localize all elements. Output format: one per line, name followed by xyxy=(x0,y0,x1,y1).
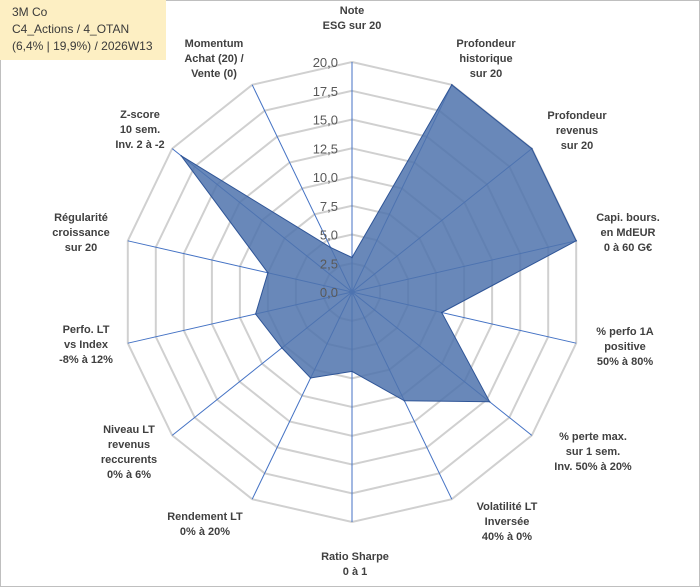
axis-label-line: reccurents xyxy=(101,454,157,466)
axis-label-line: Vente (0) xyxy=(191,68,237,80)
axis-label: Niveau LT revenus reccurents 0% à 6% xyxy=(101,424,157,481)
axis-label-line: 0 à 1 xyxy=(343,566,367,578)
axis-label-line: Momentum xyxy=(185,38,244,50)
data-point xyxy=(440,311,443,314)
axis-label-line: Régularité xyxy=(54,212,108,224)
axis-label: Volatilité LT Inversée 40% à 0% xyxy=(477,501,538,543)
axis-label-line: Note xyxy=(340,5,364,17)
tick-label: 15,0 xyxy=(313,113,338,128)
axis-label: Rendement LT 0% à 20% xyxy=(167,511,243,538)
axis-label: Note ESG sur 20 xyxy=(323,5,382,32)
tick-label: 0,0 xyxy=(320,285,338,300)
axis-label-line: % perte max. xyxy=(559,431,627,443)
axis-label-line: Perfo. LT xyxy=(63,324,110,336)
tick-label: 2,5 xyxy=(320,256,338,271)
axis-label-line: en MdEUR xyxy=(601,227,656,239)
axis-label-line: Niveau LT xyxy=(103,424,155,436)
axis-label: Perfo. LT vs Index -8% à 12% xyxy=(59,324,113,366)
axis-label-line: positive xyxy=(604,341,646,353)
axis-label-line: vs Index xyxy=(64,339,109,351)
axis-label-line: sur 20 xyxy=(561,140,593,152)
axis-label-line: historique xyxy=(459,53,512,65)
info-company: 3M Co xyxy=(12,5,48,19)
axis-label: % perte max. sur 1 sem. Inv. 50% à 20% xyxy=(554,431,632,473)
axis-label: Régularité croissance sur 20 xyxy=(52,212,109,254)
tick-label: 5,0 xyxy=(320,228,338,243)
axis-label-line: 0 à 60 G€ xyxy=(604,242,652,254)
data-point xyxy=(281,347,283,349)
axis-label: Z-score 10 sem. Inv. 2 à -2 xyxy=(115,109,164,151)
tick-label: 7,5 xyxy=(320,199,338,214)
axis-label-line: Inv. 2 à -2 xyxy=(115,139,164,151)
axis-label: % perfo 1A positive 50% à 80% xyxy=(596,326,654,368)
axis-label-line: ESG sur 20 xyxy=(323,20,382,32)
axis-label-line: 50% à 80% xyxy=(597,356,653,368)
axis-label-line: Profondeur xyxy=(547,110,607,122)
axis-label-line: Achat (20) / xyxy=(184,53,243,65)
axis-label-line: Volatilité LT xyxy=(477,501,538,513)
axis-label-line: 0% à 20% xyxy=(180,526,230,538)
data-point xyxy=(451,84,453,86)
data-point xyxy=(309,377,312,379)
data-point xyxy=(267,272,269,274)
tick-label: 12,5 xyxy=(313,141,338,156)
data-point xyxy=(575,240,577,242)
axis-label-line: croissance xyxy=(52,227,109,239)
axis-label-line: Profondeur xyxy=(456,38,516,50)
axis-label-line: 10 sem. xyxy=(120,124,160,136)
data-point xyxy=(180,155,182,157)
axis-label-line: revenus xyxy=(556,125,598,137)
axis-label-line: sur 1 sem. xyxy=(566,446,620,458)
axis-label: Profondeur revenus sur 20 xyxy=(547,110,607,152)
axis-label-line: Rendement LT xyxy=(167,511,243,523)
data-point xyxy=(351,370,353,373)
series-area xyxy=(180,84,577,403)
axis-label: Profondeur historique sur 20 xyxy=(456,38,516,80)
axis-label-line: 40% à 0% xyxy=(482,531,532,543)
data-point xyxy=(254,313,257,315)
data-point xyxy=(488,400,491,403)
axis-label: Momentum Achat (20) / Vente (0) xyxy=(184,38,243,80)
tick-label: 20,0 xyxy=(313,55,338,70)
axis-label: Ratio Sharpe 0 à 1 xyxy=(321,551,389,578)
tick-labels: 0,0 2,5 5,0 7,5 10,0 12,5 15,0 17,5 20,0 xyxy=(313,55,338,300)
data-point xyxy=(403,400,406,402)
tick-label: 10,0 xyxy=(313,170,338,185)
data-point xyxy=(329,246,332,249)
series-layer xyxy=(180,84,577,403)
info-period: (6,4% | 19,9%) / 2026W13 xyxy=(12,39,153,53)
axis-label-line: sur 20 xyxy=(65,242,97,254)
axis-labels: Note ESG sur 20 Profondeur historique sur 20… xyxy=(52,5,660,578)
axis-label-line: Capi. bours. xyxy=(596,212,660,224)
axis-label-line: % perfo 1A xyxy=(596,326,654,338)
data-point xyxy=(531,147,533,150)
axis-label-line: Inv. 50% à 20% xyxy=(554,461,632,473)
info-portfolio: C4_Actions / 4_OTAN xyxy=(12,22,130,36)
info-box: 3M Co C4_Actions / 4_OTAN (6,4% | 19,9%)… xyxy=(0,0,166,60)
axis-label-line: Inversée xyxy=(485,516,530,528)
axis-label-line: -8% à 12% xyxy=(59,354,113,366)
axis-label-line: Ratio Sharpe xyxy=(321,551,389,563)
tick-label: 17,5 xyxy=(313,84,338,99)
axis-label-line: 0% à 6% xyxy=(107,469,151,481)
data-point xyxy=(351,256,353,259)
axis-label-line: revenus xyxy=(108,439,150,451)
axis-label: Capi. bours. en MdEUR 0 à 60 G€ xyxy=(596,212,660,254)
axis-label-line: Z-score xyxy=(120,109,160,121)
axis-label-line: sur 20 xyxy=(470,68,502,80)
